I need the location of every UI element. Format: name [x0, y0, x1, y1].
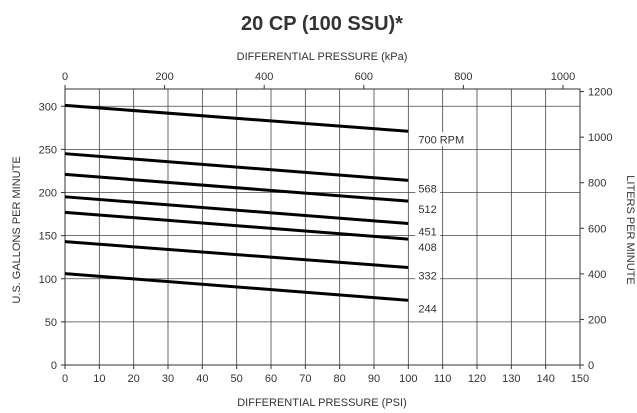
series-label: 451	[418, 227, 436, 239]
y-tick-label: 100	[39, 274, 57, 286]
series-label-bg	[415, 268, 440, 283]
x2-tick-label: 800	[454, 71, 472, 83]
series-label-bg	[415, 202, 440, 217]
series-line	[64, 103, 409, 133]
x-tick-label: 120	[468, 373, 486, 385]
plot-frame	[64, 88, 581, 366]
series-label-bg	[415, 240, 440, 255]
x-tick-label: 130	[502, 373, 520, 385]
x-tick-label: 150	[571, 373, 589, 385]
series-label-bg	[415, 132, 465, 147]
y2-tick-label: 600	[588, 223, 606, 235]
x2-tick-label: 200	[155, 71, 173, 83]
x-tick-label: 70	[299, 373, 311, 385]
series-line	[64, 210, 409, 241]
series-group	[64, 103, 409, 302]
x-tick-label: 60	[265, 373, 277, 385]
series-line	[64, 152, 409, 182]
x2-tick-label: 0	[62, 71, 68, 83]
x-tick-label: 50	[231, 373, 243, 385]
y2-tick-label: 200	[588, 314, 606, 326]
x-tick-label: 0	[62, 373, 68, 385]
y-axis-title: U.S. GALLONS PER MINUTE	[11, 156, 23, 303]
y-tick-label: 250	[39, 144, 57, 156]
series-line	[64, 272, 409, 302]
x-axis-title: DIFFERENTIAL PRESSURE (PSI)	[237, 397, 407, 409]
y-tick-label: 300	[39, 101, 57, 113]
series-label: 244	[418, 303, 436, 315]
y-tick-label: 150	[39, 231, 57, 243]
x-tick-label: 30	[162, 373, 174, 385]
x2-tick-label: 600	[355, 71, 373, 83]
y2-tick-label: 0	[588, 360, 594, 372]
series-label: 332	[418, 271, 436, 283]
y2-axis-title: LITERS PER MINUTE	[624, 175, 636, 284]
series-label: 568	[418, 183, 436, 195]
x2-tick-label: 400	[255, 71, 273, 83]
y2-tick-label: 800	[588, 178, 606, 190]
x-tick-label: 110	[434, 373, 452, 385]
series-label-bg	[415, 181, 440, 196]
series-label-bg	[415, 224, 440, 239]
x-tick-label: 90	[368, 373, 380, 385]
series-line	[64, 172, 409, 203]
series-labels: 700 RPM 568 512 451 408 332 244	[415, 132, 465, 316]
x2-tick-label: 1000	[551, 71, 575, 83]
series-label: 700 RPM	[418, 134, 464, 146]
y2-tick-label: 1200	[588, 87, 612, 99]
series-line	[64, 240, 409, 270]
grid	[61, 85, 584, 369]
series-label-bg	[415, 301, 440, 316]
y-tick-label: 0	[51, 360, 57, 372]
y2-tick-label: 400	[588, 269, 606, 281]
series-line	[64, 195, 409, 226]
x-tick-label: 140	[536, 373, 554, 385]
x-tick-label: 10	[93, 373, 105, 385]
x-tick-label: 100	[399, 373, 417, 385]
x2-axis-title: DIFFERENTIAL PRESSURE (kPa)	[237, 51, 408, 63]
x-tick-label: 40	[196, 373, 208, 385]
tick-labels: 0 10 20 30 40 50 60 70 80 90 100 110 120 130 140 150050…	[39, 71, 613, 385]
series-label: 408	[418, 242, 436, 254]
x-tick-label: 20	[128, 373, 140, 385]
chart-title: 20 CP (100 SSU)*	[241, 13, 403, 35]
series-label: 512	[418, 204, 436, 216]
y2-tick-label: 1000	[588, 132, 612, 144]
x-tick-label: 80	[334, 373, 346, 385]
y-tick-label: 50	[45, 317, 57, 329]
y-tick-label: 200	[39, 188, 57, 200]
